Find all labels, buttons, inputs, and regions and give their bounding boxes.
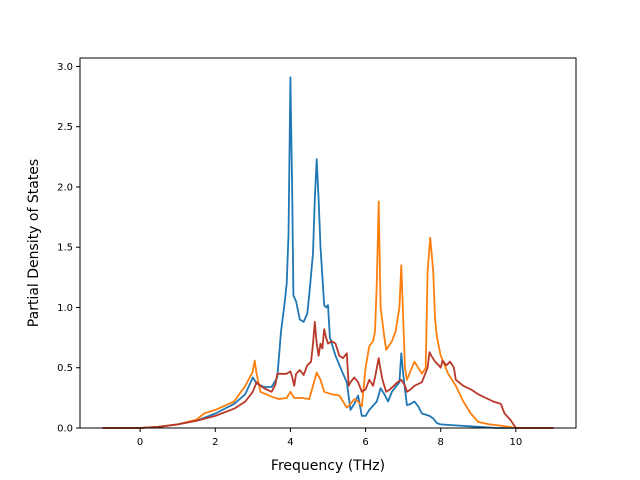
series-group [102, 76, 554, 429]
x-tick-label: 2 [212, 437, 218, 448]
y-tick-label: 0.0 [57, 424, 73, 435]
series-line-2 [102, 200, 554, 429]
y-tick-label: 2.5 [57, 122, 73, 133]
series-line-3 [102, 320, 554, 429]
x-tick-label: 6 [362, 437, 368, 448]
y-tick-label: 3.0 [57, 62, 73, 73]
y-tick-label: 1.0 [57, 303, 73, 314]
x-tick-label: 4 [287, 437, 293, 448]
series-line-1 [102, 76, 554, 429]
y-axis-label: Partial Density of States [26, 159, 42, 327]
x-tick-label: 0 [137, 437, 143, 448]
x-axis-ticks: 0 2 4 6 8 10 [137, 428, 522, 448]
y-tick-label: 2.0 [57, 182, 73, 193]
y-tick-label: 0.5 [57, 363, 73, 374]
x-tick-label: 10 [510, 437, 523, 448]
plot-frame [79, 57, 577, 429]
y-axis-ticks: 0.0 0.5 1.0 1.5 2.0 2.5 3.0 [57, 62, 80, 435]
x-axis-label: Frequency (THz) [271, 458, 385, 474]
x-tick-label: 8 [438, 437, 444, 448]
y-tick-label: 1.5 [57, 243, 73, 254]
